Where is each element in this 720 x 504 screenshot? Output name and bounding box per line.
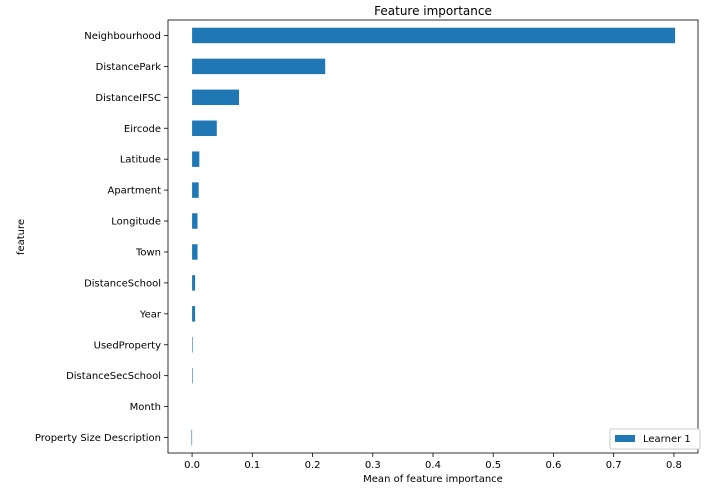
y-tick-label: Year: [139, 309, 162, 320]
y-tick-label: DistanceSecSchool: [66, 371, 161, 382]
y-tick-label: Latitude: [120, 155, 161, 166]
x-tick-label: 0.8: [666, 460, 682, 471]
x-tick-label: 0.0: [184, 460, 200, 471]
y-tick-label: DistanceSchool: [84, 278, 161, 289]
bar: [192, 182, 199, 198]
y-tick-label: Month: [130, 402, 161, 413]
y-tick-label: Apartment: [107, 186, 161, 197]
y-tick-label: Town: [135, 247, 161, 258]
y-tick-label: DistanceIFSC: [95, 93, 161, 104]
y-tick-label: Property Size Description: [35, 433, 161, 444]
plot-area: Neighbourhood DistancePark DistanceIFSC Eir…: [35, 19, 699, 471]
bar: [191, 429, 193, 446]
chart-title: Feature importance: [374, 4, 492, 18]
bar: [192, 367, 193, 384]
y-tick-label: Eircode: [124, 124, 161, 135]
bar: [192, 120, 217, 136]
x-tick-label: 0.4: [425, 460, 441, 471]
legend: Learner 1: [609, 428, 701, 450]
legend-frame: [609, 428, 701, 450]
x-tick-label: 0.1: [244, 460, 260, 471]
bar: [192, 27, 676, 44]
plot-frame: [167, 19, 699, 454]
y-tick-label: Longitude: [111, 217, 161, 228]
bar: [192, 275, 196, 291]
bar: [192, 306, 196, 322]
y-tick-label: UsedProperty: [94, 340, 161, 351]
x-tick-label: 0.6: [546, 460, 562, 471]
legend-swatch: [615, 435, 635, 442]
y-tick-label: Neighbourhood: [84, 31, 161, 42]
bar: [192, 89, 240, 106]
bar: [192, 151, 200, 167]
x-axis-title: Mean of feature importance: [363, 474, 503, 485]
legend-label: Learner 1: [643, 434, 691, 445]
x-tick-label: 0.3: [365, 460, 381, 471]
bar: [192, 58, 326, 75]
bar: [192, 244, 198, 260]
y-tick-label: DistancePark: [96, 62, 162, 73]
bar: [192, 213, 198, 229]
x-tick-label: 0.5: [485, 460, 501, 471]
x-tick-label: 0.7: [606, 460, 622, 471]
x-tick-label: 0.2: [305, 460, 321, 471]
y-axis-title: feature: [16, 219, 27, 255]
bar: [192, 337, 193, 353]
